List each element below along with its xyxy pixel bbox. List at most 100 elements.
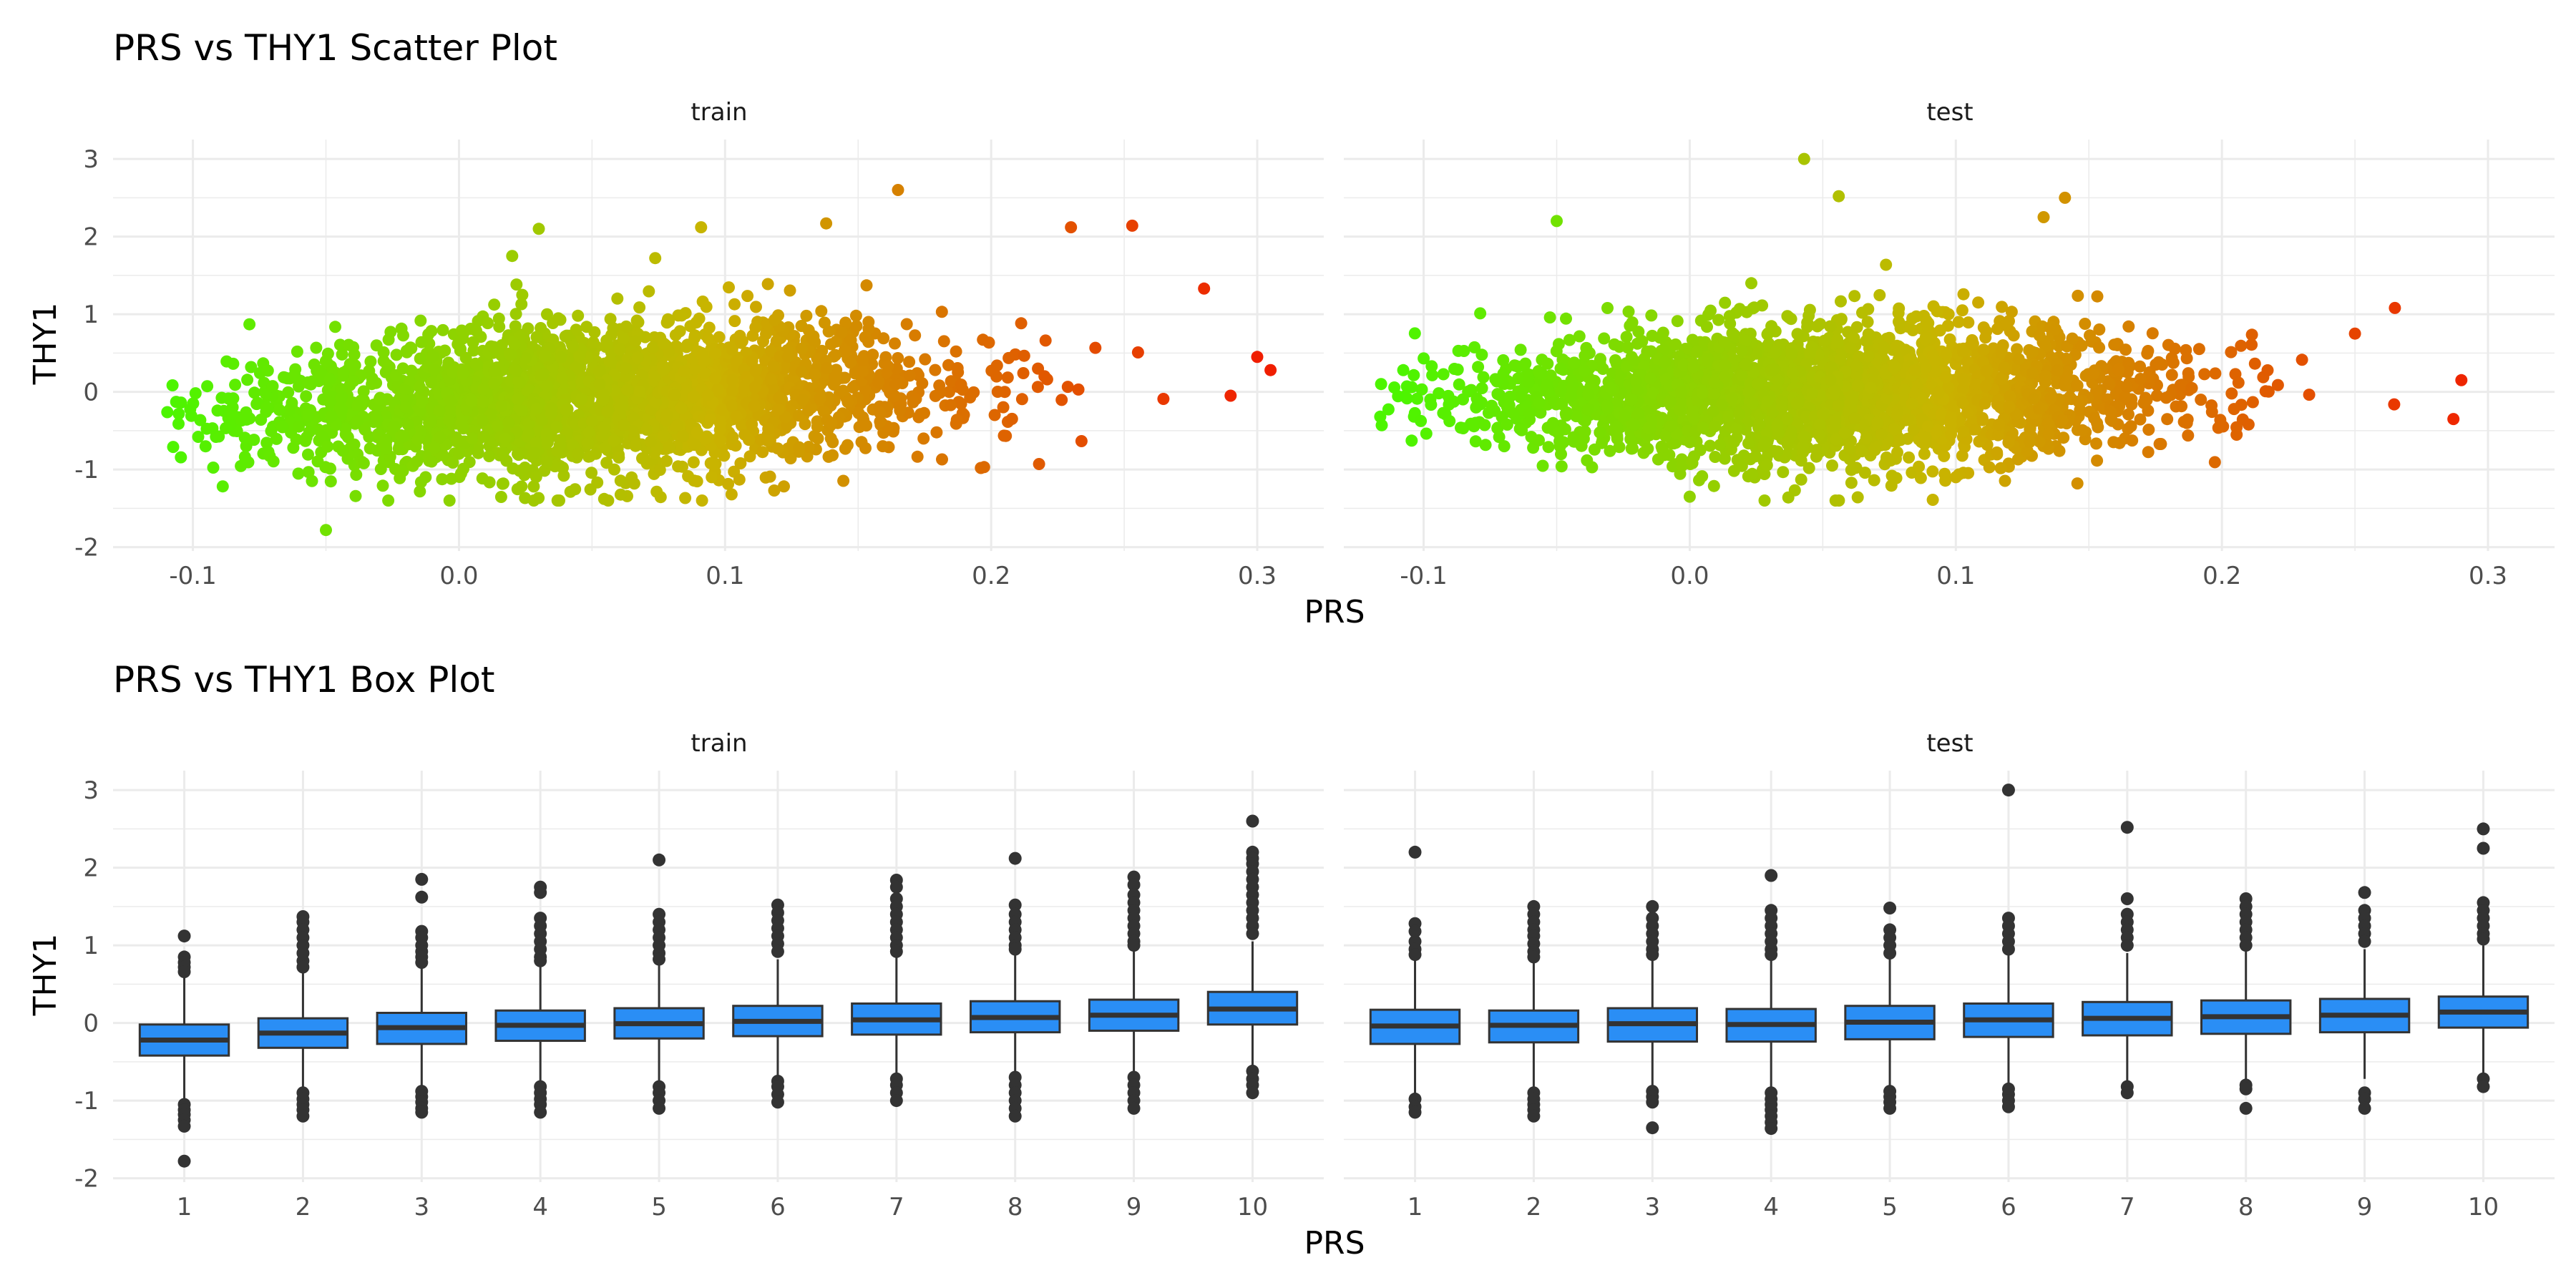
scatter-train-point xyxy=(857,414,870,426)
scatter-train-x-tick-label: 0.0 xyxy=(439,562,478,590)
scatter-test-point xyxy=(1644,372,1657,385)
scatter-train-point xyxy=(416,396,429,409)
scatter-train-point xyxy=(377,346,390,358)
scatter-train-point xyxy=(701,389,714,401)
scatter-train-point xyxy=(283,404,296,416)
scatter-train-point xyxy=(936,453,948,466)
scatter-train-point xyxy=(426,350,439,363)
scatter-train-point xyxy=(510,278,523,291)
scatter-train-point xyxy=(696,348,708,361)
scatter-train-point xyxy=(749,364,762,377)
scatter-train-point xyxy=(530,402,543,415)
scatter-train-point xyxy=(617,332,630,345)
scatter-train-point xyxy=(241,374,254,386)
scatter-test-point xyxy=(2124,420,2137,433)
scatter-train-point xyxy=(227,357,240,370)
scatter-train-point xyxy=(675,309,688,322)
scatter-test-point xyxy=(1888,423,1901,436)
scatter-test-point xyxy=(1555,460,1568,473)
scatter-test-point xyxy=(1746,467,1759,480)
scatter-train-point xyxy=(302,448,314,461)
scatter-train-point xyxy=(428,364,441,376)
scatter-test-point xyxy=(1709,451,1722,463)
scatter-train-point xyxy=(613,451,625,464)
scatter-train-point xyxy=(629,335,642,348)
scatter-train-point xyxy=(401,418,414,431)
scatter-train-point xyxy=(1015,393,1028,406)
scatter-train-point xyxy=(672,460,685,473)
scatter-test-point xyxy=(2198,368,2211,381)
scatter-test-point xyxy=(1956,304,1968,317)
scatter-train-point xyxy=(955,397,967,410)
scatter-train-point xyxy=(512,393,524,406)
scatter-train-point xyxy=(396,362,409,375)
scatter-train-point xyxy=(679,492,692,504)
scatter-test-x-tick-label: -0.1 xyxy=(1400,562,1447,590)
scatter-train-point xyxy=(538,349,551,362)
scatter-train-point xyxy=(648,370,661,383)
scatter-test-point xyxy=(1758,494,1771,507)
scatter-train-point xyxy=(722,477,735,490)
scatter-test-point xyxy=(2134,413,2147,426)
scatter-train-point xyxy=(1075,435,1088,447)
scatter-train-point xyxy=(829,348,841,361)
scatter-train-point xyxy=(1001,371,1014,384)
scatter-test-point xyxy=(2072,289,2084,302)
scatter-train-point xyxy=(607,322,620,335)
scatter-train-point xyxy=(761,278,774,291)
scatter-train-point xyxy=(443,494,456,507)
scatter-train-point xyxy=(877,440,889,453)
scatter-train-point xyxy=(515,298,528,311)
scatter-train-point xyxy=(601,406,614,418)
scatter-train-point xyxy=(266,380,279,393)
scatter-test-point xyxy=(2208,456,2221,469)
scatter-train-point xyxy=(436,449,449,462)
scatter-test-point xyxy=(1453,378,1465,391)
scatter-train-point xyxy=(935,306,948,318)
scatter-test-point xyxy=(1919,431,1932,444)
scatter-test-point xyxy=(2205,406,2218,419)
scatter-train-point xyxy=(515,404,528,417)
scatter-train-point xyxy=(964,391,977,404)
scatter-train-point xyxy=(260,388,273,401)
scatter-train-point xyxy=(194,414,207,426)
scatter-test-point xyxy=(1994,462,2007,474)
scatter-train-point xyxy=(781,351,794,363)
scatter-test-point xyxy=(2119,343,2132,356)
scatter-train-point xyxy=(445,472,458,485)
scatter-train-point xyxy=(839,442,852,455)
scatter-train-point xyxy=(336,444,349,457)
scatter-train-point xyxy=(626,424,639,437)
scatter-test-point xyxy=(1795,454,1807,467)
scatter-test-point xyxy=(1426,369,1439,381)
scatter-train-point xyxy=(527,494,540,507)
scatter-train-point xyxy=(240,413,253,426)
scatter-train-point xyxy=(587,336,600,348)
scatter-test-point xyxy=(1420,427,1433,440)
scatter-train-point xyxy=(669,328,682,341)
scatter-train-point xyxy=(192,431,205,443)
scatter-test-point xyxy=(1543,311,1556,324)
scatter-train-point xyxy=(888,390,901,402)
scatter-test-point xyxy=(1573,330,1586,343)
scatter-train-point xyxy=(374,463,387,475)
scatter-train-point xyxy=(640,424,653,436)
scatter-train-point xyxy=(536,414,548,426)
scatter-train-point xyxy=(329,321,341,333)
scatter-train-point xyxy=(436,473,449,486)
scatter-train-point xyxy=(649,252,662,265)
scatter-test-point xyxy=(1926,465,1939,478)
scatter-test-point xyxy=(1818,334,1830,347)
scatter-train-point xyxy=(323,373,336,386)
scatter-test-point xyxy=(1707,387,1720,400)
scatter-train-point xyxy=(235,459,248,472)
scatter-train-point xyxy=(1251,351,1264,364)
scatter-train-point xyxy=(795,365,808,378)
scatter-train-point xyxy=(342,338,355,351)
scatter-test-point xyxy=(2026,346,2039,358)
scatter-test-point xyxy=(1501,418,1513,431)
scatter-test-point xyxy=(2180,352,2193,365)
scatter-train-point xyxy=(399,401,412,414)
scatter-train-point xyxy=(530,331,543,343)
scatter-train-point xyxy=(320,524,332,537)
